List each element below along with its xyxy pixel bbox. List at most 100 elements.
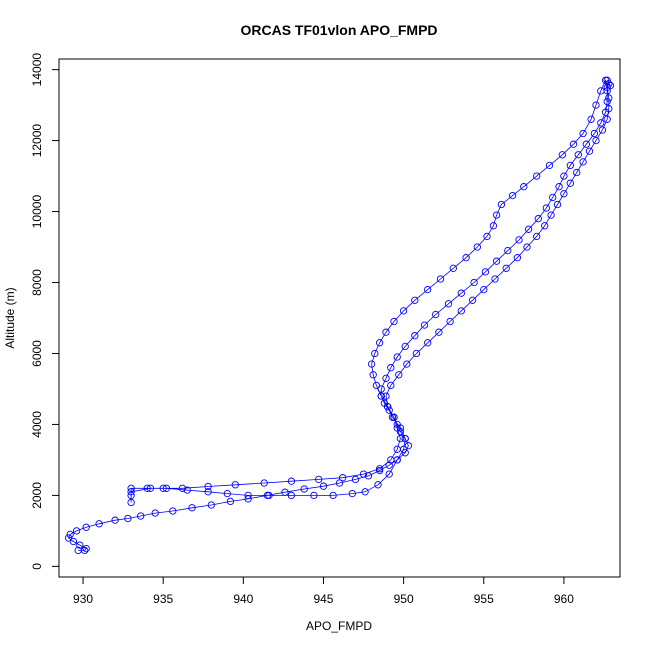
data-point — [574, 151, 582, 159]
x-axis-label: APO_FMPD — [306, 619, 372, 633]
data-point — [310, 491, 318, 500]
data-point — [524, 225, 533, 233]
data-point — [592, 101, 600, 109]
data-point — [435, 328, 443, 336]
data-point — [387, 381, 395, 390]
data-point — [470, 278, 478, 287]
data-point — [124, 514, 132, 523]
data-point — [597, 119, 605, 127]
y-tick-label: 12000 — [30, 124, 44, 158]
data-point — [375, 466, 384, 475]
data-point — [137, 512, 145, 520]
data-point — [523, 243, 531, 251]
data-point — [315, 475, 323, 484]
data-point — [372, 381, 381, 390]
data-point — [582, 140, 590, 148]
data-point — [401, 449, 409, 457]
x-tick-label: 955 — [474, 592, 494, 606]
data-point — [388, 413, 397, 421]
data-point — [420, 321, 429, 329]
data-point — [566, 161, 574, 170]
data-point — [207, 501, 215, 509]
data-point — [549, 193, 557, 202]
data-point — [412, 349, 421, 358]
data-point — [351, 475, 360, 484]
data-point — [385, 406, 393, 414]
data-point — [473, 243, 481, 251]
data-point — [424, 285, 432, 294]
data-point — [72, 527, 81, 535]
x-tick-label: 950 — [394, 592, 414, 606]
data-point — [462, 254, 470, 262]
data-point — [403, 360, 411, 368]
chart-title: ORCAS TF01vlon APO_FMPD — [240, 22, 437, 38]
data-point — [401, 434, 409, 443]
x-tick-label: 945 — [313, 592, 333, 606]
data-point — [204, 482, 212, 491]
data-point — [401, 342, 409, 351]
data-point — [436, 275, 445, 283]
data-point — [597, 87, 605, 95]
data-point — [76, 541, 84, 549]
data-point — [151, 509, 159, 517]
y-tick-label: 6000 — [30, 340, 44, 367]
data-point — [553, 200, 562, 209]
data-point — [223, 489, 231, 498]
y-tick-label: 4000 — [30, 411, 44, 438]
data-point — [64, 534, 73, 542]
data-point — [504, 246, 512, 255]
data-point — [374, 481, 382, 489]
data-point — [393, 353, 401, 361]
data-point — [127, 488, 135, 496]
data-point — [569, 140, 578, 148]
y-tick-label: 14000 — [30, 53, 44, 87]
data-point — [533, 172, 541, 180]
data-point — [231, 481, 239, 489]
data-point — [95, 520, 103, 528]
data-point — [111, 516, 119, 524]
data-point — [515, 236, 523, 244]
x-tick-label: 940 — [233, 592, 253, 606]
x-axis: 930 935 940 945 950 955 960 — [73, 577, 574, 606]
data-point — [605, 105, 613, 113]
data-point — [204, 488, 212, 496]
data-point — [281, 488, 289, 496]
data-point — [606, 81, 615, 90]
data-point — [605, 94, 613, 102]
data-point — [66, 530, 74, 539]
data-point — [382, 392, 390, 400]
data-point — [411, 332, 419, 340]
data-point — [566, 179, 574, 187]
data-point — [598, 126, 607, 134]
data-point — [367, 360, 376, 368]
data-point — [329, 491, 337, 500]
data-point — [69, 537, 78, 546]
data-point — [560, 190, 568, 198]
x-tick-label: 960 — [554, 592, 574, 606]
x-tick-label: 930 — [73, 592, 93, 606]
data-point — [393, 456, 401, 464]
data-point — [383, 403, 392, 411]
data-point — [226, 497, 235, 506]
data-point — [146, 484, 155, 492]
data-point — [555, 183, 563, 191]
y-axis-label: Altitude (m) — [3, 287, 17, 348]
data-point — [385, 461, 393, 469]
data-point — [457, 289, 465, 297]
data-point — [513, 254, 522, 262]
data-point — [127, 484, 135, 492]
data-point — [603, 76, 611, 84]
data-point — [446, 317, 454, 326]
y-tick-label: 0 — [30, 563, 44, 570]
data-point — [590, 129, 599, 138]
data-point — [80, 546, 89, 555]
data-point — [603, 115, 611, 123]
data-point — [260, 479, 268, 487]
data-point — [361, 488, 369, 496]
series-layer — [64, 76, 615, 555]
plot-frame — [58, 58, 621, 578]
data-point — [178, 484, 187, 492]
data-point — [605, 80, 613, 88]
y-tick-label: 8000 — [30, 269, 44, 296]
